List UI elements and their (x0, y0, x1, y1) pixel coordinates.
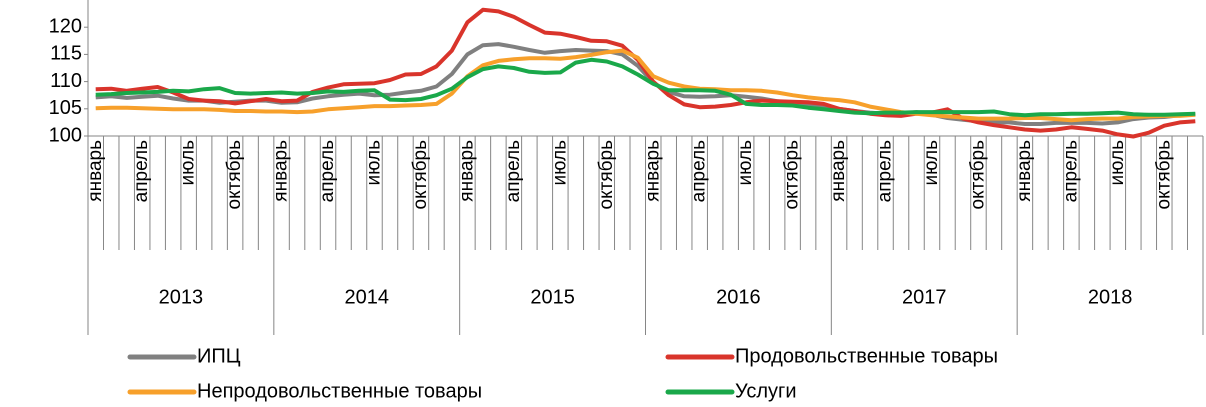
year-label: 2014 (345, 286, 390, 308)
x-tick-label: январь (828, 140, 849, 202)
x-tick-label: апрель (317, 140, 338, 202)
x-tick-label: январь (642, 140, 663, 202)
series-line (95, 7, 1196, 139)
x-tick-label: октябрь (596, 140, 617, 210)
series-line (95, 48, 1196, 123)
x-tick-label: январь (1014, 140, 1035, 202)
x-tick-label: июль (921, 140, 942, 186)
year-label: 2016 (716, 286, 761, 308)
legend-label: Непродовольственные товары (197, 380, 482, 402)
x-tick-label: июль (735, 140, 756, 186)
x-tick-label: январь (271, 140, 292, 202)
x-tick-label: апрель (503, 140, 524, 202)
x-tick-label: июль (364, 140, 385, 186)
series-line (95, 57, 1196, 118)
year-label: 2015 (530, 286, 575, 308)
year-label: 2013 (159, 286, 204, 308)
x-tick-label: октябрь (967, 140, 988, 210)
year-label: 2018 (1088, 286, 1133, 308)
y-tick-label: 110 (50, 70, 82, 92)
x-tick-label: апрель (131, 140, 152, 202)
x-tick-label: январь (85, 140, 106, 202)
x-tick-label: июль (178, 140, 199, 186)
legend-label: Продовольственные товары (735, 345, 998, 367)
x-tick-label: январь (456, 140, 477, 202)
x-tick-label: октябрь (410, 140, 431, 210)
y-tick-label: 115 (50, 43, 82, 65)
y-tick-label: 120 (49, 15, 82, 37)
x-tick-label: июль (549, 140, 570, 186)
x-tick-label: апрель (1060, 140, 1081, 202)
x-tick-label: октябрь (1153, 140, 1174, 210)
x-tick-label: октябрь (782, 140, 803, 210)
legend-label: Услуги (735, 380, 797, 402)
year-label: 2017 (902, 286, 947, 308)
legend-label: ИПЦ (197, 345, 241, 367)
x-tick-label: октябрь (224, 140, 245, 210)
x-tick-label: июль (1107, 140, 1128, 186)
y-tick-label: 100 (49, 124, 82, 146)
x-tick-label: апрель (875, 140, 896, 202)
y-tick-label: 105 (49, 97, 82, 119)
x-tick-label: апрель (689, 140, 710, 202)
